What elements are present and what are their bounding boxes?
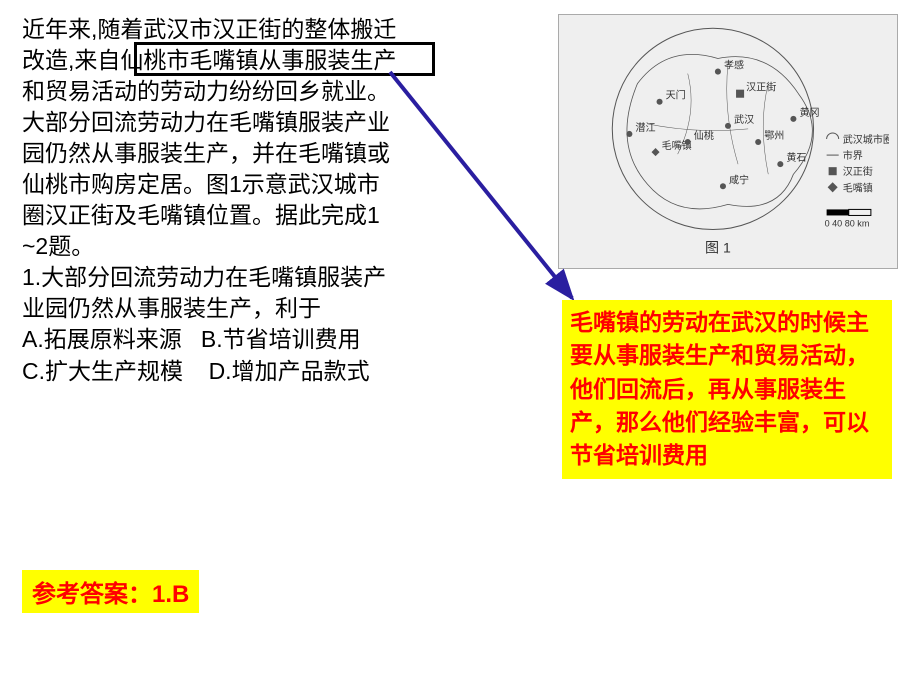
map-svg: 孝感天门汉正街潜江毛嘴镇仙桃武汉鄂州黄冈黄石咸宁武汉城市圈市界汉正街毛嘴镇0 4… (567, 23, 889, 260)
svg-text:鄂州: 鄂州 (764, 130, 784, 142)
explanation-callout: 毛嘴镇的劳动在武汉的时候主要从事服装生产和贸易活动，他们回流后，再从事服装生产，… (562, 300, 892, 479)
svg-text:孝感: 孝感 (724, 59, 744, 72)
passage-line: 大部分回流劳动力在毛嘴镇服装产业 (22, 109, 390, 135)
svg-text:市界: 市界 (843, 149, 863, 162)
svg-text:天门: 天门 (666, 89, 686, 102)
passage-line: 园仍然从事服装生产，并在毛嘴镇或 (22, 140, 390, 166)
svg-text:武汉城市圈: 武汉城市圈 (843, 133, 889, 146)
svg-text:毛嘴镇: 毛嘴镇 (843, 181, 873, 194)
question-line: 业园仍然从事服装生产，利于 (22, 295, 321, 321)
passage-line: 和贸易活动的劳动力纷纷回乡就业。 (22, 78, 390, 104)
answer-label: 参考答案：1.B (22, 570, 199, 613)
passage-line: 仙桃市购房定居。图1示意武汉城市 (22, 171, 380, 197)
map-figure: 孝感天门汉正街潜江毛嘴镇仙桃武汉鄂州黄冈黄石咸宁武汉城市圈市界汉正街毛嘴镇0 4… (558, 14, 898, 269)
passage-line: 近年来,随着武汉市汉正街的整体搬迁 (22, 16, 396, 42)
passage-boxed-text: 仙桃市毛嘴镇从事服装生产 (120, 47, 396, 73)
option-c: C.扩大生产规模 (22, 358, 183, 384)
svg-text:0 40 80 km: 0 40 80 km (825, 219, 870, 229)
svg-text:潜江: 潜江 (635, 121, 655, 134)
passage-block: 近年来,随着武汉市汉正街的整体搬迁 改造,来自仙桃市毛嘴镇从事服装生产 和贸易活… (22, 14, 432, 387)
option-d: D.增加产品款式 (209, 358, 370, 384)
svg-text:黄石: 黄石 (786, 151, 806, 164)
svg-text:咸宁: 咸宁 (729, 173, 749, 186)
svg-text:汉正街: 汉正街 (843, 165, 873, 178)
svg-text:黄冈: 黄冈 (799, 106, 819, 119)
passage-line: 改造,来自 (22, 47, 120, 73)
svg-text:汉正街: 汉正街 (746, 81, 776, 94)
option-a: A.拓展原料来源 (22, 326, 182, 352)
svg-text:仙桃: 仙桃 (694, 129, 714, 142)
option-b: B.节省培训费用 (201, 326, 361, 352)
svg-text:图 1: 图 1 (705, 240, 731, 256)
question-line: 1.大部分回流劳动力在毛嘴镇服装产 (22, 264, 386, 290)
passage-line: 圈汉正街及毛嘴镇位置。据此完成1 (22, 202, 380, 228)
svg-text:武汉: 武汉 (734, 113, 754, 126)
passage-line: ~2题。 (22, 233, 94, 259)
